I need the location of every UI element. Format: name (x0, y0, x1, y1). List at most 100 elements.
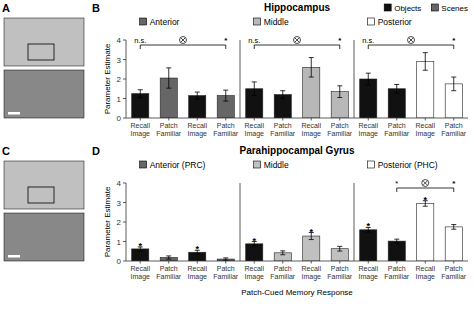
bar (360, 79, 377, 118)
bar (388, 241, 405, 261)
x-tick-label: PatchFamiliar (270, 265, 296, 280)
plot-area (246, 58, 349, 118)
x-label: Patch-Cued Memory Response (241, 288, 353, 297)
plot-area (132, 68, 235, 118)
title-swatch (140, 18, 147, 25)
legend-swatch (431, 4, 438, 11)
x-tick (311, 118, 312, 121)
x-tick-label: RecallImage (416, 265, 436, 281)
bracket-label: n.s. (248, 36, 260, 45)
bar (274, 95, 291, 118)
x-tick-label: PatchFamiliar (441, 122, 467, 137)
x-tick (339, 118, 340, 121)
x-tick-label-line: Patch (160, 122, 178, 129)
x-tick (425, 261, 426, 264)
x-tick-label-line: Patch (445, 265, 463, 272)
x-tick (254, 118, 255, 121)
panel-title: Anterior (PRC) (150, 160, 206, 170)
x-tick (140, 261, 141, 264)
error-bar (280, 251, 285, 255)
y-tick (123, 261, 126, 262)
bracket-label: n.s. (134, 36, 146, 45)
x-tick-label-line: Image (188, 130, 208, 138)
x-tick-label-line: Image (245, 130, 265, 138)
interaction-symbol (295, 38, 299, 42)
x-tick-label-line: Familiar (384, 273, 410, 280)
significance-star: * (309, 227, 313, 237)
x-tick-label: PatchFamiliar (213, 265, 239, 280)
x-tick-label-line: Image (302, 130, 322, 138)
x-tick-label: RecallImage (359, 265, 379, 281)
panel-title: Anterior (150, 17, 180, 27)
panel-title: Middle (264, 17, 289, 27)
bracket-label: * (338, 36, 342, 45)
title-swatch (254, 18, 261, 25)
x-axis (240, 261, 354, 262)
significance-star: * (195, 244, 199, 254)
panel-label: B (92, 2, 100, 14)
x-tick-label: RecallImage (245, 122, 265, 138)
x-tick-label: RecallImage (188, 265, 208, 281)
y-axis (240, 183, 241, 261)
x-tick-label-line: Image (359, 130, 379, 138)
error-bar (366, 73, 371, 85)
x-tick-label-line: Familiar (441, 130, 467, 137)
brain-image (4, 18, 84, 66)
x-tick-label-line: Familiar (384, 130, 410, 137)
x-tick-label-line: Familiar (441, 273, 467, 280)
interaction-symbol (295, 38, 299, 42)
x-axis (354, 261, 468, 262)
y-tick-label: 3 (117, 199, 122, 208)
image-placeholder (4, 161, 84, 261)
x-tick-label-line: Patch (388, 122, 406, 129)
y-tick-label: 1 (117, 238, 122, 247)
significance-star: * (138, 241, 142, 251)
error-bar (223, 258, 228, 260)
plot-area (246, 233, 349, 261)
x-tick-label-line: Recall (245, 265, 265, 272)
x-tick-label: RecallImage (359, 122, 379, 138)
bar (189, 96, 206, 118)
bar (303, 236, 320, 261)
bracket (368, 37, 454, 50)
x-axis (354, 118, 468, 119)
bracket-label: * (452, 36, 456, 45)
x-tick-label-line: Recall (416, 265, 436, 272)
x-tick-label-line: Patch (217, 265, 235, 272)
title-swatch (368, 18, 375, 25)
y-tick (123, 183, 126, 184)
interaction-symbol (294, 37, 301, 44)
error-bar (309, 58, 314, 78)
x-tick-label: RecallImage (302, 265, 322, 281)
bracket (254, 37, 340, 50)
error-bar (252, 82, 257, 96)
title-swatch (254, 161, 261, 168)
x-tick-label-line: Familiar (213, 273, 239, 280)
x-tick (140, 118, 141, 121)
x-tick-label-line: Image (359, 273, 379, 281)
bracket (397, 180, 454, 193)
bar (445, 227, 462, 261)
x-tick-label: PatchFamiliar (156, 122, 182, 137)
x-tick (225, 118, 226, 121)
x-tick-label-line: Patch (331, 265, 349, 272)
x-tick-label-line: Patch (331, 122, 349, 129)
x-tick (453, 261, 454, 264)
interaction-symbol (180, 37, 187, 44)
error-bar (280, 91, 285, 99)
x-tick (368, 261, 369, 264)
bar (388, 89, 405, 118)
x-tick-label-line: Recall (359, 265, 379, 272)
legend-entry: Objects (394, 4, 421, 13)
image-placeholder (4, 18, 84, 118)
y-label: Parameter Estimate (103, 186, 112, 257)
x-tick-label-line: Recall (131, 265, 151, 272)
x-tick-label-line: Image (302, 273, 322, 281)
x-tick (168, 118, 169, 121)
x-tick-label-line: Patch (274, 122, 292, 129)
x-tick-label-line: Recall (188, 122, 208, 129)
x-tick-label-line: Recall (416, 122, 436, 129)
bracket-label: * (452, 179, 456, 188)
x-tick-label-line: Recall (131, 122, 151, 129)
x-tick-label: PatchFamiliar (384, 122, 410, 137)
